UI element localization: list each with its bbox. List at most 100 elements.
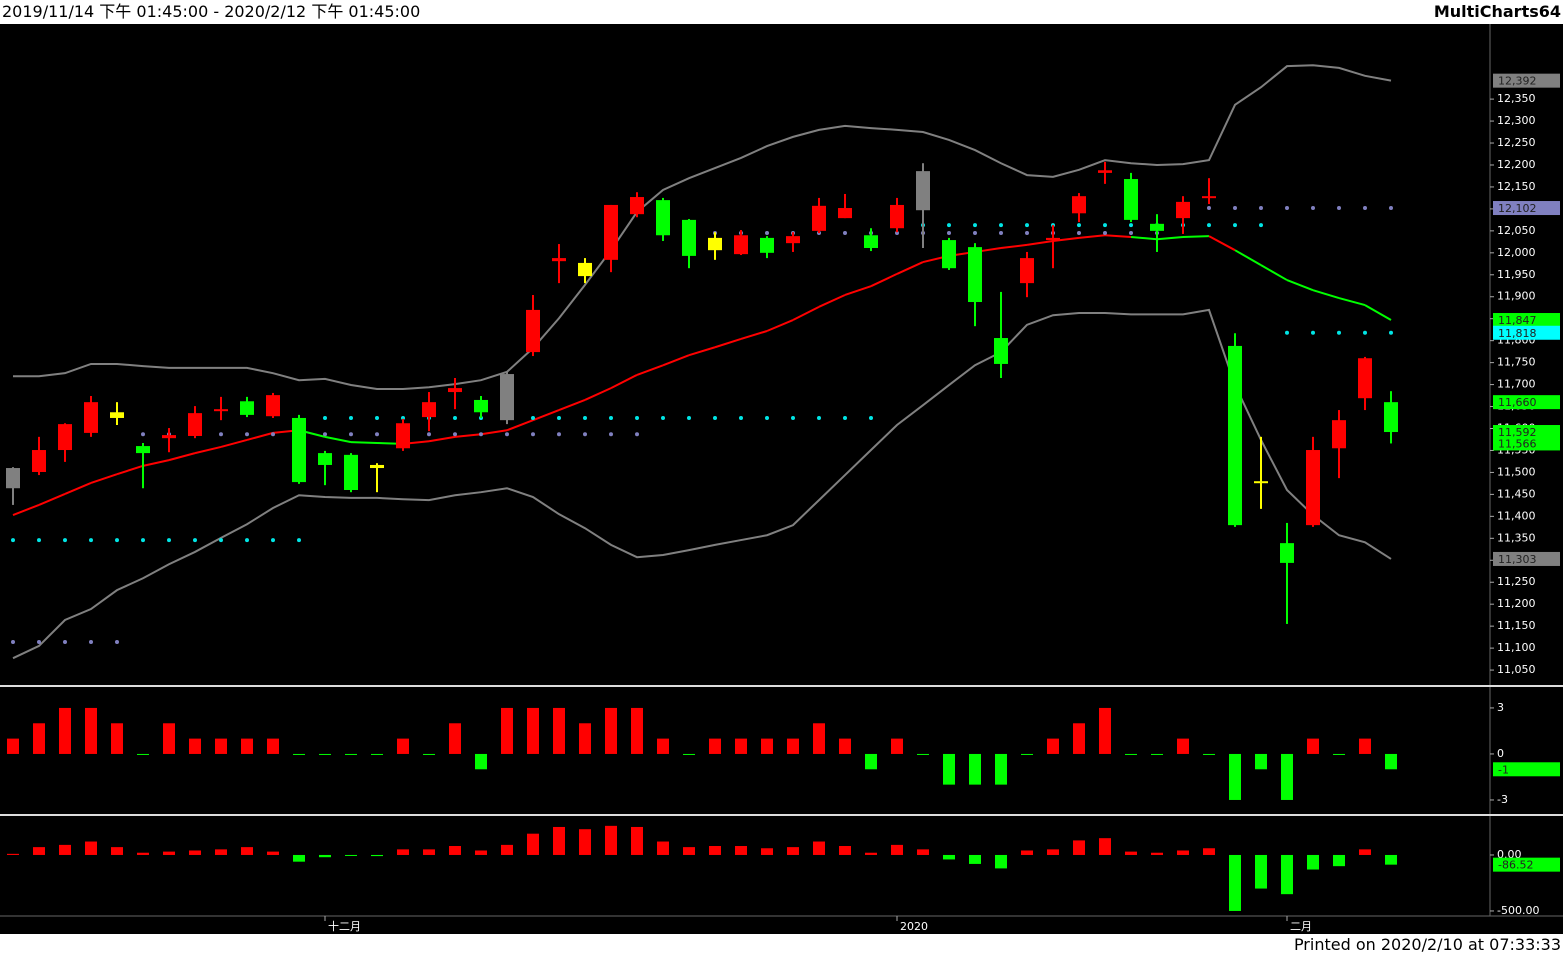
bar [657, 841, 669, 855]
bar [1281, 854, 1293, 895]
bar [657, 738, 669, 754]
header: 2019/11/14 下午 01:45:00 - 2020/2/12 下午 01… [0, 0, 1563, 24]
stop-dot [999, 231, 1003, 236]
bar [1333, 854, 1345, 867]
bar [1229, 753, 1241, 800]
middle-band [194, 445, 222, 455]
candle-body [1176, 201, 1190, 219]
title: 2019/11/14 下午 01:45:00 - 2020/2/12 下午 01… [2, 2, 421, 21]
stop-dot [271, 538, 275, 543]
bar [683, 847, 695, 855]
y-tick-label: 11,700 [1497, 378, 1536, 391]
candle-body [1202, 196, 1216, 199]
candle-body [6, 468, 20, 489]
bar [1151, 753, 1163, 755]
bar [787, 738, 799, 754]
middle-band [246, 431, 274, 441]
stop-dot [1103, 223, 1107, 228]
middle-band [1260, 264, 1288, 281]
chart: 11,05011,10011,15011,20011,25011,30011,3… [0, 24, 1563, 934]
stop-dot [245, 538, 249, 543]
footer: Printed on 2020/2/10 at 07:33:33 [0, 934, 1563, 956]
bar [943, 753, 955, 785]
bar [1307, 854, 1319, 870]
bar [605, 707, 617, 754]
bar [163, 851, 175, 855]
bar [85, 841, 97, 855]
candle-body [1020, 258, 1034, 284]
candle-body [760, 237, 774, 253]
bar [709, 846, 721, 855]
y-tick-label: 12,050 [1497, 224, 1536, 237]
stop-dot [11, 639, 15, 644]
bar [1333, 753, 1345, 755]
y-tick-label: -500.00 [1497, 904, 1539, 917]
bar [1307, 738, 1319, 754]
bar [345, 753, 357, 755]
y-tick-label: 11,050 [1497, 663, 1536, 676]
bar [1047, 849, 1059, 855]
stop-dot [973, 231, 977, 236]
candle-body [942, 240, 956, 269]
print-note: Printed on 2020/2/10 at 07:33:33 [1293, 935, 1561, 954]
candle-body [266, 395, 280, 417]
candle-body [396, 423, 410, 449]
middle-band [12, 503, 40, 516]
bar [1359, 738, 1371, 754]
middle-band [1026, 239, 1054, 246]
stop-dot [1363, 330, 1367, 335]
y-tick-label: 11,250 [1497, 575, 1536, 588]
stop-dot [271, 432, 275, 437]
stop-dot [63, 639, 67, 644]
bar [371, 753, 383, 755]
stop-dot [115, 639, 119, 644]
stop-dot [869, 415, 873, 420]
middle-band [116, 464, 144, 476]
stop-dot [63, 538, 67, 543]
price-marker [1493, 551, 1560, 566]
middle-band [454, 433, 482, 438]
bar [111, 723, 123, 754]
candle-body [500, 374, 514, 421]
x-tick-label: 十二月 [328, 919, 361, 933]
stop-dot [1337, 206, 1341, 211]
y-tick-label: 11,150 [1497, 619, 1536, 632]
stop-dot [1285, 330, 1289, 335]
brand: MultiCharts64 [1433, 2, 1561, 21]
stop-dot [609, 415, 613, 420]
stop-dot [947, 231, 951, 236]
candle-body [162, 435, 176, 439]
bar [579, 829, 591, 855]
bar [33, 723, 45, 754]
bar [735, 738, 747, 754]
bar [267, 738, 279, 754]
stop-dot [635, 432, 639, 437]
candle-body [1358, 358, 1372, 399]
candle-body [708, 237, 722, 251]
candle-body [1384, 402, 1398, 433]
bar [1073, 723, 1085, 754]
stop-dot [115, 538, 119, 543]
bar [1385, 753, 1397, 770]
bar [319, 854, 331, 858]
bar [787, 847, 799, 855]
stop-dot [1285, 206, 1289, 211]
bar [163, 723, 175, 754]
bar [137, 852, 149, 855]
candle-body [1254, 481, 1268, 484]
price-marker-label: -1 [1498, 763, 1509, 776]
middle-band [1052, 236, 1080, 242]
bar [7, 853, 19, 855]
middle-band [1000, 243, 1028, 249]
stop-dot [999, 223, 1003, 228]
price-marker [1493, 73, 1560, 88]
stop-dot [1389, 330, 1393, 335]
bar [397, 849, 409, 855]
middle-band [714, 337, 742, 349]
bar [813, 841, 825, 855]
price-marker [1493, 313, 1560, 328]
candle-body [838, 208, 852, 219]
y-tick-label: 12,350 [1497, 92, 1536, 105]
stop-dot [193, 538, 197, 543]
